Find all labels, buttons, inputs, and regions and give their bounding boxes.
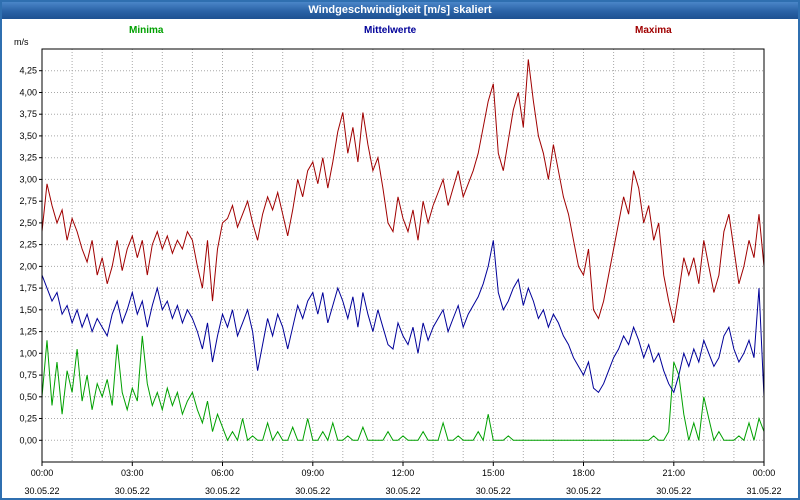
y-tick-label: 2,75	[19, 196, 37, 206]
y-tick-label: 0,00	[19, 435, 37, 445]
x-tick-date-label: 30.05.22	[656, 486, 691, 496]
y-tick-label: 1,00	[19, 348, 37, 358]
series-minima-line	[41, 335, 765, 442]
legend-minima: Minima	[129, 25, 164, 36]
x-tick-time-label: 09:00	[302, 468, 325, 478]
y-tick-label: 3,00	[19, 174, 37, 184]
y-tick-label: 4,00	[19, 88, 37, 98]
legend-mittelwerte: Mittelwerte	[364, 25, 417, 36]
y-tick-label: 1,50	[19, 305, 37, 315]
x-tick-date-label: 30.05.22	[205, 486, 240, 496]
x-tick-time-label: 12:00	[392, 468, 415, 478]
legend-maxima: Maxima	[635, 25, 672, 36]
y-axis-unit-label: m/s	[14, 37, 29, 47]
x-tick-date-label: 30.05.22	[476, 486, 511, 496]
window-title: Windgeschwindigkeit [m/s] skaliert	[308, 4, 492, 16]
x-tick-time-label: 06:00	[211, 468, 234, 478]
x-tick-date-label: 30.05.22	[566, 486, 601, 496]
y-tick-label: 3,25	[19, 153, 37, 163]
x-tick-time-label: 00:00	[753, 468, 776, 478]
x-tick-time-label: 00:00	[31, 468, 54, 478]
y-tick-label: 0,50	[19, 392, 37, 402]
y-tick-label: 0,75	[19, 370, 37, 380]
window-title-bar: Windgeschwindigkeit [m/s] skaliert	[2, 2, 798, 19]
series-maxima-line	[41, 59, 765, 324]
y-tick-label: 2,00	[19, 261, 37, 271]
y-tick-label: 3,50	[19, 131, 37, 141]
y-tick-label: 4,25	[19, 66, 37, 76]
y-tick-label: 3,75	[19, 109, 37, 119]
y-tick-label: 1,75	[19, 283, 37, 293]
y-tick-label: 1,25	[19, 327, 37, 337]
x-tick-time-label: 18:00	[572, 468, 595, 478]
y-tick-label: 2,25	[19, 240, 37, 250]
x-tick-time-label: 03:00	[121, 468, 144, 478]
y-tick-label: 0,25	[19, 414, 37, 424]
x-tick-date-label: 30.05.22	[295, 486, 330, 496]
x-tick-date-label: 31.05.22	[746, 486, 781, 496]
y-tick-label: 2,50	[19, 218, 37, 228]
x-tick-time-label: 15:00	[482, 468, 505, 478]
x-tick-date-label: 30.05.22	[115, 486, 150, 496]
x-tick-time-label: 21:00	[663, 468, 686, 478]
x-tick-date-label: 30.05.22	[385, 486, 420, 496]
plot-area	[42, 49, 764, 462]
series-mittelwerte-line	[41, 240, 765, 397]
x-tick-date-label: 30.05.22	[24, 486, 59, 496]
